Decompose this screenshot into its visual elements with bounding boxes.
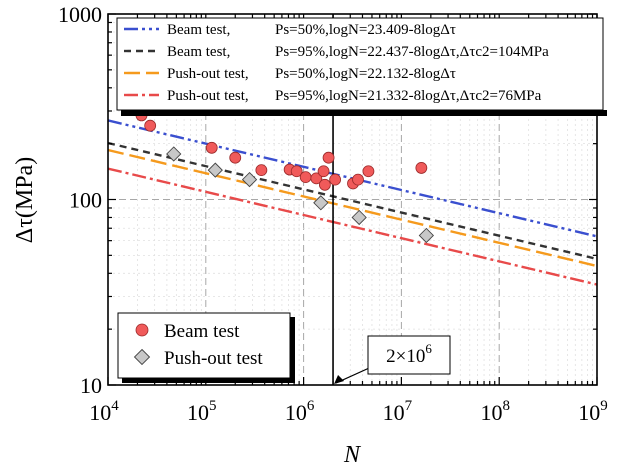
beam-test-point	[290, 165, 303, 178]
fit-legend-formula: Ps=95%,logN=22.437-8logΔτ,Δτc2=104MPa	[275, 44, 549, 60]
beam-test-point	[255, 164, 268, 177]
reference-label: 2×106	[386, 341, 432, 367]
fit-legend-name: Beam test,	[167, 44, 230, 60]
marker-legend-label: Push-out test	[164, 348, 263, 369]
x-tick-label: 105	[187, 398, 217, 425]
beam-test-point	[415, 162, 428, 174]
x-tick-label-base: 10	[383, 400, 405, 425]
x-tick-label: 104	[89, 398, 119, 425]
x-tick-label-exp: 4	[111, 398, 119, 414]
push-out-test-point	[313, 195, 329, 211]
push-out-test-point	[166, 146, 182, 162]
y-axis-label: Δτ(MPa)	[12, 157, 38, 243]
fit-line-3	[108, 148, 597, 268]
beam-test-point	[229, 151, 242, 164]
fit-legend-formula: Ps=50%,logN=23.409-8logΔτ	[275, 22, 456, 38]
marker-legend-symbol	[135, 323, 149, 337]
push-out-test-point	[418, 227, 435, 244]
fit-legend-formula: Ps=95%,logN=21.332-8logΔτ,Δτc2=76MPa	[275, 88, 542, 104]
fit-lines-legend: Beam test, Ps=50%,logN=23.409-8logΔτ Beam …	[116, 17, 607, 116]
marker-legend-shadow	[290, 317, 295, 382]
push-out-test-point	[351, 209, 367, 226]
reference-line-group: 2×106	[332, 14, 451, 385]
x-tick-label-exp: 6	[307, 398, 315, 414]
fit-legend-shadow	[121, 110, 607, 116]
x-tick-label-exp: 9	[600, 398, 608, 414]
x-tick-label-exp: 7	[405, 398, 413, 414]
x-axis-label: N	[343, 442, 362, 468]
marker-legend-symbol	[133, 348, 151, 366]
data-points	[135, 109, 435, 244]
x-tick-label-exp: 8	[502, 398, 510, 414]
y-tick-label: 10	[80, 373, 102, 398]
x-tick-label-exp: 5	[209, 398, 217, 414]
reference-label-exp: 6	[425, 341, 432, 356]
reference-label-box	[367, 335, 451, 375]
fit-legend-name: Push-out test,	[167, 88, 249, 104]
marker-legend-shadow	[122, 378, 295, 383]
x-tick-label: 108	[480, 398, 510, 425]
x-tick-label-base: 10	[480, 400, 502, 425]
beam-test-point	[362, 165, 375, 178]
y-tick-label: 1000	[58, 2, 102, 27]
fit-legend-name: Beam test,	[167, 22, 230, 38]
reference-arrowhead	[334, 375, 345, 384]
beam-test-point	[299, 171, 312, 184]
x-tick-label: 109	[578, 398, 608, 425]
fit-line-4	[108, 167, 597, 286]
marker-legend-label: Beam test	[164, 321, 240, 342]
beam-test-point	[318, 178, 331, 191]
x-tick-label: 107	[383, 398, 413, 425]
markers-legend: Beam test Push-out test	[117, 312, 295, 383]
push-out-test-point	[207, 162, 223, 178]
push-out-test-point	[241, 171, 258, 188]
x-tick-label-base: 10	[285, 400, 307, 425]
fit-legend-name: Push-out test,	[167, 66, 249, 82]
fit-legend-formula: Ps=50%,logN=22.132-8logΔτ	[275, 66, 456, 82]
x-tick-label-base: 10	[89, 400, 111, 425]
x-tick-label: 106	[285, 398, 315, 425]
reference-label-base: 2×10	[386, 346, 425, 367]
beam-test-point	[322, 151, 335, 164]
x-tick-label-base: 10	[187, 400, 209, 425]
x-tick-label-base: 10	[578, 400, 600, 425]
beam-test-point	[310, 172, 323, 185]
y-tick-label: 100	[69, 188, 102, 213]
beam-test-point	[317, 165, 330, 178]
beam-test-point	[144, 119, 157, 132]
beam-test-point	[352, 173, 364, 186]
beam-test-point	[329, 173, 342, 186]
beam-test-point	[205, 141, 218, 154]
